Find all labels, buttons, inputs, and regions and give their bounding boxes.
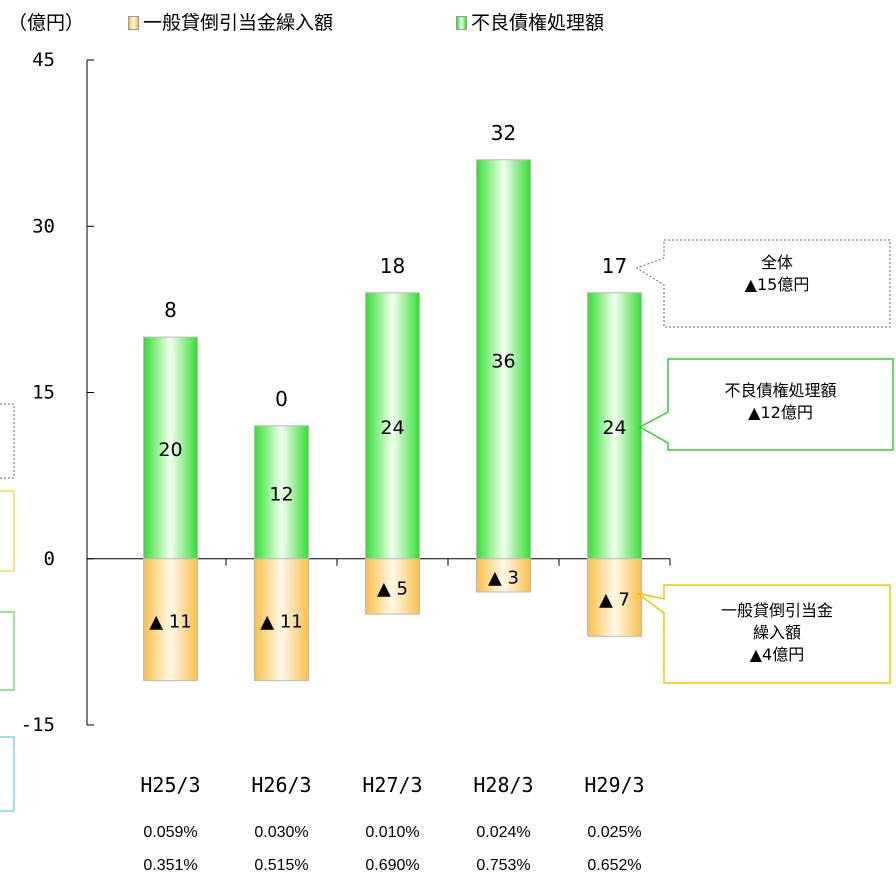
x-category-label: H25/3 bbox=[140, 773, 200, 797]
callout-provision: 一般貸倒引当金 繰入額 ▲4億円 bbox=[664, 600, 890, 666]
bar-provision bbox=[143, 558, 198, 682]
y-tick-label: -15 bbox=[21, 714, 55, 736]
ratio-row2-cell: 0.515% bbox=[254, 857, 308, 874]
bar-bad-debt bbox=[365, 292, 420, 560]
legend-label-provision: 一般貸倒引当金繰入額 bbox=[143, 12, 334, 34]
ratio-row2-cell: 0.652% bbox=[587, 857, 641, 874]
bar-provision bbox=[476, 558, 531, 593]
bar-provision bbox=[587, 558, 642, 637]
x-category-label: H29/3 bbox=[584, 773, 644, 797]
bar-label-provision: ▲ 11 bbox=[149, 612, 191, 633]
x-category-label: H26/3 bbox=[251, 773, 311, 797]
bar-label-provision: ▲ 7 bbox=[599, 590, 630, 611]
bar-bad-debt bbox=[587, 292, 642, 560]
bar-bad-debt bbox=[254, 425, 309, 560]
legend-label-bad-debt: 不良債権処理額 bbox=[471, 12, 605, 34]
callout-provision-line1: 一般貸倒引当金 bbox=[720, 601, 833, 620]
callout-total: 全体 ▲15億円 bbox=[664, 252, 890, 296]
ratio-row2-cell: 0.351% bbox=[143, 857, 197, 874]
total-label: 8 bbox=[164, 298, 177, 322]
callout-bad-debt: 不良債権処理額 ▲12億円 bbox=[668, 380, 893, 424]
legend-item-bad-debt: 不良債権処理額 bbox=[456, 8, 604, 35]
callout-total-line1: 全体 bbox=[760, 253, 793, 272]
y-tick-label: 30 bbox=[32, 215, 55, 237]
y-tick-label: 45 bbox=[32, 49, 55, 71]
x-category-label: H28/3 bbox=[473, 773, 533, 797]
ratio-row1-cell: 0.030% bbox=[254, 824, 308, 841]
bar-label-bad-debt: 36 bbox=[491, 350, 515, 372]
bar-label-bad-debt: 12 bbox=[269, 483, 293, 505]
legend-swatch-provision bbox=[128, 16, 139, 30]
total-label: 18 bbox=[380, 254, 405, 278]
legend-swatch-bad-debt bbox=[456, 16, 467, 30]
legend-item-provision: 一般貸倒引当金繰入額 bbox=[128, 8, 333, 35]
callout-total-box bbox=[635, 239, 891, 328]
bar-label-provision: ▲ 11 bbox=[260, 612, 302, 633]
callout-bad-debt-line2: ▲12億円 bbox=[748, 403, 813, 422]
plot-area: -15 0 15 30 45 20 ▲ 11 8 H25/3 0.059% 0.351% 12 ▲ 11… bbox=[21, 49, 671, 874]
callout-total-line2: ▲15億円 bbox=[744, 275, 810, 294]
x-category-label: H27/3 bbox=[362, 773, 422, 797]
bar-provision bbox=[365, 558, 420, 615]
offscreen-callout-orange bbox=[0, 490, 15, 572]
y-tick-label: 15 bbox=[32, 382, 55, 404]
bar-label-bad-debt: 24 bbox=[380, 417, 404, 439]
ratio-row1-cell: 0.024% bbox=[476, 824, 530, 841]
callout-bad-debt-line1: 不良債権処理額 bbox=[724, 381, 837, 400]
bar-label-provision: ▲ 5 bbox=[377, 578, 408, 599]
callout-provision-line2: 繰入額 bbox=[752, 623, 801, 642]
offscreen-callout-green bbox=[0, 611, 15, 691]
ratio-row1-cell: 0.025% bbox=[587, 824, 641, 841]
bar-provision bbox=[254, 558, 309, 682]
offscreen-callout-dotted bbox=[0, 403, 15, 479]
ratio-row2-cell: 0.690% bbox=[365, 857, 419, 874]
total-label: 17 bbox=[602, 254, 627, 278]
callout-provision-line3: ▲4億円 bbox=[749, 645, 805, 664]
ratio-row2-cell: 0.753% bbox=[476, 857, 530, 874]
ratio-row1-cell: 0.059% bbox=[143, 824, 197, 841]
bar-label-bad-debt: 24 bbox=[602, 417, 626, 439]
y-tick-label: 0 bbox=[44, 548, 55, 570]
callout-bad-debt-box bbox=[638, 358, 894, 451]
total-label: 32 bbox=[491, 121, 516, 145]
bar-label-provision: ▲ 3 bbox=[488, 567, 519, 588]
callout-provision-box bbox=[636, 584, 891, 684]
unit-label: （億円） bbox=[8, 12, 85, 34]
bar-label-bad-debt: 20 bbox=[158, 439, 182, 461]
offscreen-callout-cyan bbox=[0, 736, 15, 812]
ratio-row1-cell: 0.010% bbox=[365, 824, 419, 841]
total-label: 0 bbox=[275, 387, 288, 411]
